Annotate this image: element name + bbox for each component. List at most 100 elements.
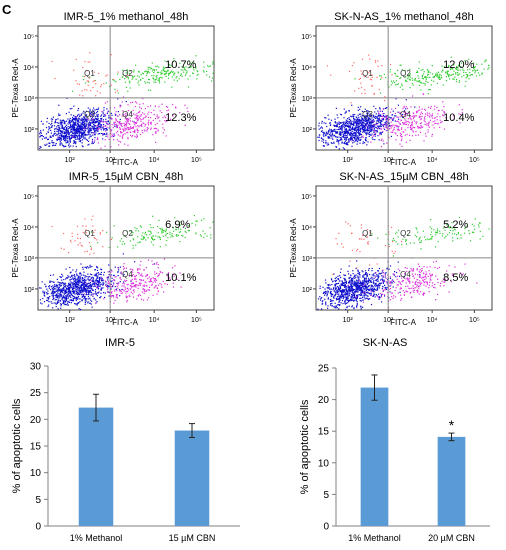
event-dot	[381, 118, 383, 120]
event-dot	[108, 282, 110, 284]
event-dot	[90, 132, 92, 134]
event-dot	[91, 289, 94, 291]
event-dot	[99, 232, 101, 234]
event-dot	[360, 287, 362, 289]
event-dot	[392, 119, 394, 121]
event-dot	[83, 298, 85, 300]
event-dot	[401, 83, 403, 85]
event-dot	[373, 116, 375, 119]
event-dot	[337, 298, 339, 300]
event-dot	[98, 291, 100, 293]
event-dot	[56, 290, 58, 292]
event-dot	[350, 137, 352, 139]
event-dot	[94, 280, 97, 282]
event-dot	[46, 117, 48, 119]
event-dot	[76, 304, 78, 306]
event-dot	[122, 241, 124, 243]
event-dot	[99, 92, 101, 94]
event-dot	[60, 139, 62, 141]
event-dot	[154, 238, 156, 241]
event-dot	[347, 302, 349, 304]
event-dot	[63, 127, 65, 129]
event-dot	[377, 285, 379, 287]
event-dot	[177, 228, 180, 230]
event-dot	[77, 283, 79, 285]
event-dot	[406, 80, 408, 83]
event-dot	[129, 80, 131, 83]
event-dot	[63, 134, 65, 137]
event-dot	[113, 280, 115, 282]
event-dot	[141, 123, 143, 125]
event-dot	[61, 294, 63, 296]
event-dot	[382, 108, 385, 110]
event-dot	[72, 132, 74, 134]
event-dot	[112, 127, 114, 129]
event-dot	[351, 298, 353, 301]
event-dot	[134, 284, 137, 286]
event-dot	[364, 120, 366, 123]
event-dot	[147, 122, 149, 124]
event-dot	[158, 66, 160, 68]
event-dot	[337, 283, 339, 285]
event-dot	[325, 140, 327, 142]
event-dot	[71, 107, 73, 110]
event-dot	[333, 125, 336, 127]
event-dot	[350, 115, 352, 117]
event-dot	[68, 291, 70, 293]
event-dot	[341, 129, 343, 131]
event-dot	[68, 286, 70, 288]
event-dot	[84, 136, 86, 138]
event-dot	[115, 288, 118, 290]
y-tick-label: 10³	[24, 96, 35, 103]
event-dot	[369, 126, 371, 129]
event-dot	[386, 115, 388, 117]
event-dot	[352, 142, 354, 144]
event-dot	[113, 124, 115, 126]
event-dot	[360, 294, 362, 297]
event-dot	[348, 288, 350, 290]
event-dot	[427, 93, 429, 95]
event-dot	[343, 290, 345, 293]
event-dot	[381, 77, 383, 79]
event-dot	[95, 127, 97, 130]
event-dot	[167, 118, 169, 120]
event-dot	[339, 127, 342, 129]
event-dot	[127, 289, 129, 291]
event-dot	[364, 125, 366, 127]
event-dot	[84, 300, 86, 302]
event-dot	[91, 219, 93, 221]
event-dot	[173, 58, 175, 60]
event-dot	[345, 110, 347, 112]
event-dot	[195, 67, 197, 69]
event-dot	[327, 292, 329, 294]
event-dot	[110, 129, 112, 131]
event-dot	[86, 285, 88, 287]
event-dot	[161, 111, 163, 114]
event-dot	[64, 135, 67, 137]
event-dot	[90, 303, 92, 305]
event-dot	[87, 276, 89, 278]
event-dot	[167, 272, 170, 274]
event-dot	[395, 80, 397, 82]
event-dot	[484, 60, 486, 62]
event-dot	[172, 267, 174, 269]
event-dot	[84, 296, 86, 298]
event-dot	[192, 67, 194, 69]
event-dot	[181, 66, 183, 68]
event-dot	[85, 125, 87, 127]
event-dot	[94, 237, 96, 240]
event-dot	[180, 228, 182, 230]
event-dot	[68, 134, 70, 136]
event-dot	[172, 282, 174, 284]
event-dot	[163, 258, 166, 260]
event-dot	[353, 131, 355, 133]
event-dot	[84, 131, 86, 133]
event-dot	[396, 83, 398, 85]
event-dot	[60, 135, 62, 137]
event-dot	[325, 117, 327, 119]
event-dot	[118, 269, 120, 271]
event-dot	[343, 277, 345, 279]
event-dot	[376, 131, 378, 133]
event-dot	[163, 230, 165, 232]
event-dot	[81, 277, 83, 279]
